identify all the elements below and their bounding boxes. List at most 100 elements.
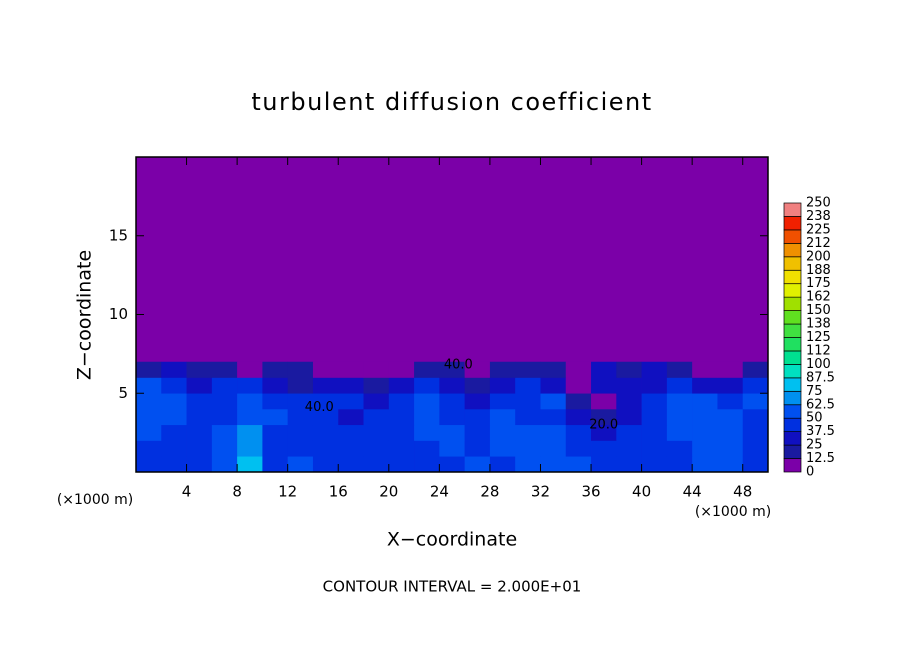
field-cell xyxy=(287,393,314,410)
field-cell xyxy=(464,440,491,457)
colorbar-swatch xyxy=(783,431,802,446)
colorbar-label: 250 xyxy=(806,196,831,211)
field-cell xyxy=(439,361,465,378)
field-cell xyxy=(186,393,213,410)
field-cell xyxy=(692,393,718,410)
field-cell xyxy=(591,456,617,473)
field-cell xyxy=(591,377,617,394)
field-cell xyxy=(717,377,744,394)
field-cell xyxy=(489,456,516,473)
field-cell xyxy=(136,440,162,457)
field-cell xyxy=(211,456,238,473)
field-cell xyxy=(237,409,263,426)
contour-label: 40.0 xyxy=(444,357,473,372)
field-cell xyxy=(540,393,567,410)
field-cell xyxy=(616,456,642,473)
colorbar-label: 175 xyxy=(806,276,831,291)
field-cell xyxy=(211,424,238,441)
colorbar-swatch xyxy=(783,417,802,433)
field-cell xyxy=(540,377,567,394)
field-cell xyxy=(692,456,718,473)
field-cell xyxy=(237,377,263,394)
field-cell xyxy=(136,393,162,410)
x-tick-label: 32 xyxy=(531,483,550,501)
field-cell xyxy=(692,440,718,457)
field-cell xyxy=(742,440,769,457)
y-tick-label: 10 xyxy=(109,305,128,323)
colorbar-swatch xyxy=(783,323,802,338)
field-cell xyxy=(742,456,769,473)
colorbar-label: 62.5 xyxy=(806,397,835,412)
field-cell xyxy=(565,377,592,394)
field-cell xyxy=(312,377,339,394)
field-cell xyxy=(591,409,617,426)
field-cell xyxy=(262,440,288,457)
field-cell xyxy=(439,424,465,441)
field-cell xyxy=(540,424,567,441)
field-cell xyxy=(312,361,339,378)
field-cell xyxy=(161,393,187,410)
colorbar-label: 225 xyxy=(806,222,831,237)
field-cell xyxy=(186,424,213,441)
colorbar-label: 0 xyxy=(806,465,814,480)
colorbar-swatch xyxy=(783,296,802,311)
x-tick-label: 36 xyxy=(581,483,600,501)
colorbar-label: 150 xyxy=(806,303,831,318)
field-cell xyxy=(161,409,187,426)
x-tick-label: 4 xyxy=(182,483,192,501)
field-cell xyxy=(186,361,213,378)
field-cell xyxy=(136,424,162,441)
field-cell xyxy=(641,424,668,441)
field-cell xyxy=(287,456,314,473)
field-cell xyxy=(388,409,415,426)
contour-label: 40.0 xyxy=(305,400,334,415)
field-cell xyxy=(161,424,187,441)
field-cell xyxy=(540,361,567,378)
field-cell xyxy=(439,440,465,457)
field-cell xyxy=(515,440,541,457)
field-cell xyxy=(414,440,440,457)
field-cell xyxy=(363,440,390,457)
field-cell xyxy=(616,424,642,441)
field-cell xyxy=(262,393,288,410)
x-tick-label: 20 xyxy=(379,483,398,501)
field-cell xyxy=(742,393,769,410)
field-cell xyxy=(262,409,288,426)
colorbar-swatch xyxy=(783,444,802,459)
field-cell xyxy=(565,440,592,457)
colorbar-swatch xyxy=(783,458,802,473)
colorbar-swatch xyxy=(783,377,802,392)
field-cell xyxy=(717,424,744,441)
field-cell xyxy=(211,393,238,410)
colorbar-label: 75 xyxy=(806,384,823,399)
colorbar-label: 100 xyxy=(806,357,831,372)
field-cell xyxy=(666,456,693,473)
field-cell xyxy=(312,440,339,457)
field-cell xyxy=(742,424,769,441)
field-cell xyxy=(287,409,314,426)
field-cell xyxy=(262,424,288,441)
colorbar-swatch xyxy=(783,269,802,285)
colorbar-swatch xyxy=(783,216,802,231)
field-cell xyxy=(591,361,617,378)
field-cell xyxy=(666,424,693,441)
field-cell xyxy=(312,393,339,410)
field-cell xyxy=(489,409,516,426)
field-cell xyxy=(211,440,238,457)
field-cell xyxy=(464,409,491,426)
field-cell xyxy=(439,456,465,473)
field-cell xyxy=(414,361,440,378)
field-cell xyxy=(136,377,162,394)
field-cell xyxy=(641,409,668,426)
field-cell xyxy=(338,456,364,473)
y-tick-label: 15 xyxy=(109,226,128,244)
field-cell xyxy=(565,393,592,410)
field-cell xyxy=(666,393,693,410)
field-cell xyxy=(237,440,263,457)
field-cell xyxy=(515,361,541,378)
field-cell xyxy=(692,424,718,441)
field-cell xyxy=(161,377,187,394)
field-cell xyxy=(616,409,642,426)
x-tick-label: 44 xyxy=(683,483,702,501)
field-cell xyxy=(287,424,314,441)
